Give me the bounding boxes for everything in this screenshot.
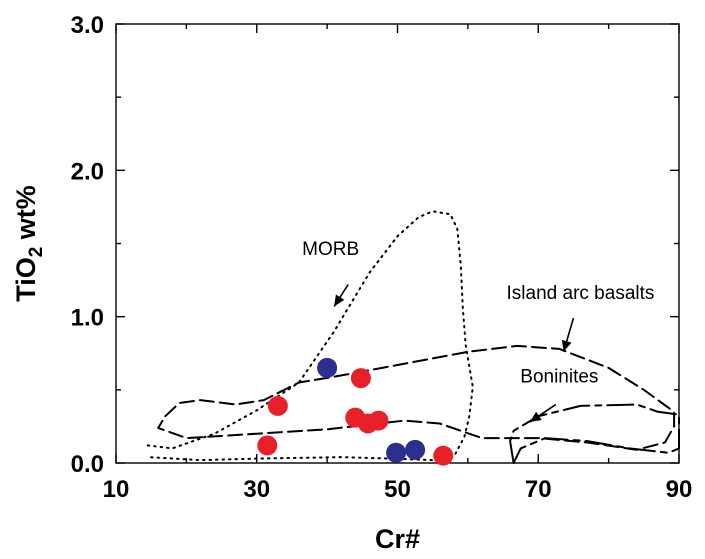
y-axis-title: TiO2 wt% xyxy=(11,185,47,302)
data-point xyxy=(433,445,454,466)
field-label-morb: MORB xyxy=(302,239,359,260)
data-point xyxy=(386,442,407,463)
field-label-island-arc-basalts: Island arc basalts xyxy=(507,283,655,304)
field-arrowhead-morb xyxy=(334,294,345,307)
field-arrowhead-island-arc-basalts xyxy=(561,339,572,352)
data-point xyxy=(257,435,278,456)
y-tick-label: 2.0 xyxy=(71,158,104,185)
data-point xyxy=(350,368,371,389)
plot-frame xyxy=(115,23,680,464)
data-point xyxy=(368,410,389,431)
data-point xyxy=(267,395,288,416)
x-tick-label: 70 xyxy=(525,476,552,503)
y-axis-title-suffix: wt% xyxy=(11,185,41,247)
field-arrowhead-boninites xyxy=(529,411,542,423)
y-tick-label: 1.0 xyxy=(71,305,104,332)
y-axis-title-subscript: 2 xyxy=(26,247,47,258)
field-label-boninites: Boninites xyxy=(520,367,598,388)
x-tick-label: 10 xyxy=(103,476,130,503)
data-points xyxy=(257,357,454,466)
x-tick-label: 90 xyxy=(666,476,693,503)
data-point xyxy=(405,439,426,460)
x-axis-title: Cr# xyxy=(375,524,420,554)
data-point xyxy=(317,357,338,378)
field-outline-boninites xyxy=(509,403,680,464)
field-outline-island-arc-basalts xyxy=(157,344,676,451)
y-tick-label: 3.0 xyxy=(71,12,104,39)
y-axis-title-prefix: TiO xyxy=(11,257,41,302)
axis-ticks: 10 30 50 70 90 0.0 1.0 2.0 3.0 xyxy=(71,12,693,503)
x-tick-label: 30 xyxy=(243,476,270,503)
y-tick-label: 0.0 xyxy=(71,451,104,478)
field-outlines: MORB Island arc basalts Boninites xyxy=(146,210,680,464)
x-tick-label: 50 xyxy=(384,476,411,503)
